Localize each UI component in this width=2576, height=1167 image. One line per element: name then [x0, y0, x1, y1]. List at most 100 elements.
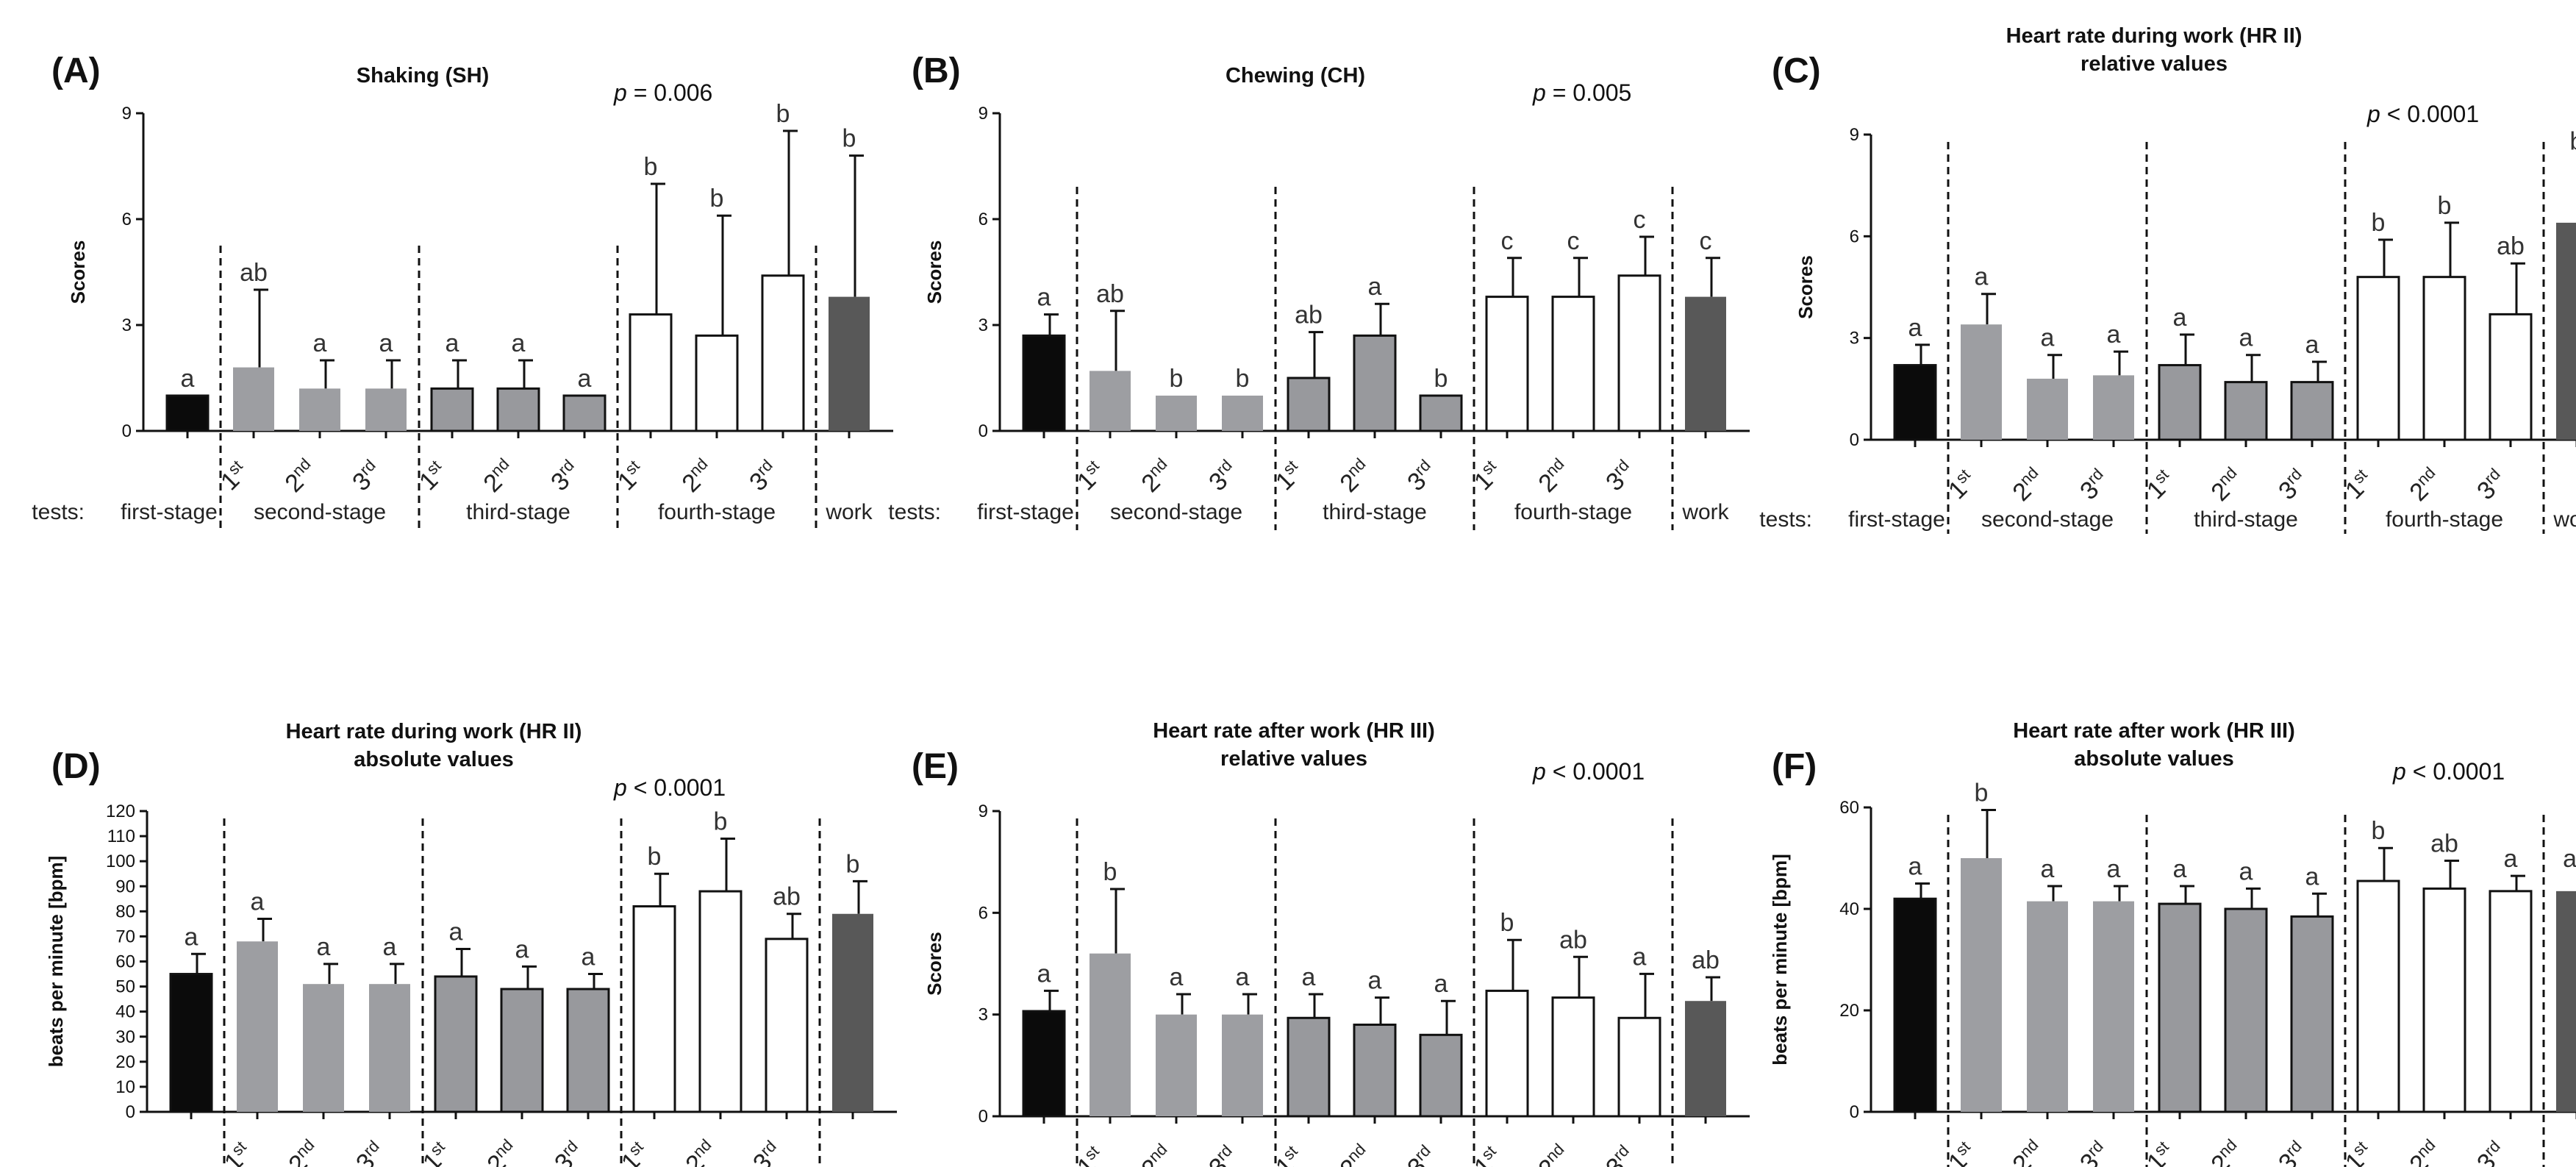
p-symbol: p: [613, 79, 627, 106]
bar: [1685, 1001, 1726, 1116]
significance-letter: a: [2305, 331, 2319, 359]
x-tick-label: 3rd: [743, 456, 784, 496]
bar: [1353, 1024, 1397, 1118]
bar: [1485, 296, 1529, 432]
significance-letter: b: [1975, 779, 1989, 807]
significance-letter: a: [582, 943, 595, 971]
bar: [2422, 887, 2466, 1113]
bar: [1022, 334, 1066, 432]
y-tick-label: 70: [115, 927, 135, 946]
significance-letter: a: [1302, 963, 1316, 991]
significance-letter: ab: [1096, 280, 1124, 308]
panel-letter: (A): [51, 51, 101, 90]
stage-label: second-stage: [1110, 500, 1242, 524]
y-tick-label: 0: [1850, 430, 1859, 450]
bar: [1287, 1016, 1331, 1118]
significance-letter: b: [2372, 817, 2386, 845]
y-tick-label: 9: [978, 802, 988, 821]
p-symbol: p: [2366, 101, 2380, 127]
tests-label: tests:: [888, 500, 941, 524]
significance-letter: a: [1037, 284, 1051, 312]
x-tick-label: 3rd: [1600, 1141, 1640, 1167]
bar: [500, 988, 544, 1113]
stage-label: second-stage: [1981, 507, 2114, 532]
x-tick-label: 2nd: [1135, 454, 1178, 498]
p-symbol: p: [613, 774, 627, 801]
significance-letter: a: [1434, 970, 1448, 998]
bar: [299, 388, 340, 431]
chart-title-line: Heart rate during work (HR II): [2006, 24, 2303, 48]
stage-label: third-stage: [2194, 507, 2298, 532]
x-tick-label: 2nd: [2403, 1135, 2447, 1167]
significance-letter: ab: [240, 259, 268, 287]
x-tick-label: 2nd: [2403, 463, 2447, 507]
panel-e: (E) Heart rate after work (HR III) relativ…: [912, 719, 1750, 1167]
chart-title-line: absolute values: [354, 748, 514, 771]
y-tick-label: 9: [122, 104, 132, 124]
bar: [1022, 1010, 1066, 1118]
chart-title-line: relative values: [2081, 52, 2228, 76]
bar: [430, 387, 474, 432]
p-value: p < 0.0001: [2366, 101, 2479, 127]
p-value-text: = 0.006: [627, 79, 713, 106]
significance-letter: b: [842, 125, 856, 153]
x-tick-label: 2nd: [477, 454, 520, 498]
y-tick-label: 3: [978, 315, 988, 335]
significance-letter: a: [446, 329, 459, 357]
bar: [2489, 890, 2533, 1113]
p-value-text: < 0.0001: [1546, 758, 1645, 785]
x-tick-label: 2nd: [1334, 1140, 1377, 1167]
significance-letter: a: [2239, 324, 2253, 352]
significance-letter: ab: [2430, 829, 2458, 857]
significance-letter: a: [181, 365, 195, 393]
significance-letter: a: [2041, 855, 2055, 883]
bar: [1893, 897, 1937, 1113]
x-tick-label: 3rd: [2471, 1137, 2511, 1167]
panel-c: (C) Heart rate during work (HR II) relativ…: [1759, 24, 2576, 534]
bar: [2158, 902, 2202, 1113]
y-tick-label: 80: [115, 902, 135, 921]
x-tick-label: 3rd: [548, 1137, 589, 1167]
significance-letter: a: [2305, 863, 2319, 891]
y-tick-label: 60: [115, 952, 135, 972]
significance-letter: b: [1103, 858, 1117, 886]
y-tick-label: 0: [978, 1107, 988, 1127]
bar: [761, 274, 805, 432]
bar: [1353, 334, 1397, 432]
chart-title-line: Heart rate after work (HR III): [2013, 719, 2295, 743]
significance-letter: ab: [1295, 301, 1323, 329]
y-tick-label: 3: [978, 1005, 988, 1025]
bar: [1551, 296, 1595, 432]
bar: [303, 984, 344, 1112]
p-symbol: p: [2392, 758, 2406, 785]
bar: [1156, 1014, 1197, 1116]
stage-label: first-stage: [1848, 507, 1945, 532]
x-tick-label: 2nd: [279, 454, 322, 498]
bar: [2422, 276, 2466, 441]
significance-letter: b: [1170, 365, 1184, 393]
x-tick-label: 2nd: [679, 1135, 723, 1167]
x-tick-label: 2nd: [2006, 463, 2050, 507]
bar: [1287, 376, 1331, 432]
stage-label: work: [2552, 507, 2576, 532]
y-tick-label: 6: [978, 903, 988, 923]
bar: [562, 394, 607, 432]
significance-letter: a: [251, 888, 265, 916]
significance-letter: b: [2372, 209, 2386, 237]
significance-letter: ab: [773, 883, 801, 911]
bar: [1222, 1014, 1263, 1116]
significance-letter: a: [317, 933, 331, 961]
x-tick-label: 3rd: [2272, 1137, 2313, 1167]
significance-letter: b: [846, 850, 860, 878]
x-tick-label: 3rd: [1203, 456, 1243, 496]
significance-letter: a: [1368, 273, 1382, 301]
bar: [434, 975, 478, 1113]
bar: [632, 905, 676, 1113]
significance-letter: b: [1500, 909, 1514, 937]
chart-title-line: Heart rate after work (HR III): [1153, 719, 1435, 743]
y-tick-label: 3: [122, 315, 132, 335]
p-value-text: = 0.005: [1546, 79, 1632, 106]
y-axis-label: Scores: [923, 240, 945, 304]
y-tick-label: 30: [115, 1027, 135, 1047]
bar: [765, 938, 809, 1113]
